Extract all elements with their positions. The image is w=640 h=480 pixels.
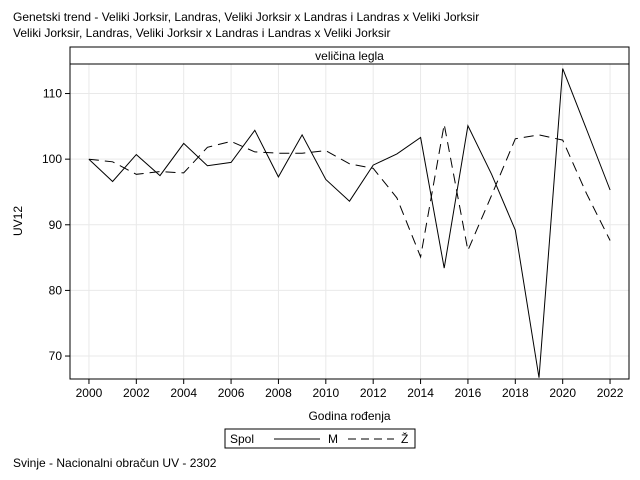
chart-title-line-1: Genetski trend - Veliki Jorksir, Landras… [13,10,480,24]
x-axis-label: Godina rođenja [308,409,390,423]
x-tick-label: 2008 [265,386,292,400]
x-axis: 2000 2002 2004 2006 2008 2010 2012 2014 2016 2018… [76,379,624,400]
panel-header [69,46,630,65]
x-tick-label: 2012 [360,386,387,400]
legend-title: Spol [230,432,254,446]
x-tick-label: 2014 [407,386,434,400]
y-tick-label: 70 [49,349,63,363]
x-tick-label: 2020 [549,386,576,400]
x-tick-label: 2002 [123,386,150,400]
legend-label-z: Ž [401,431,408,446]
y-tick-label: 100 [42,152,62,166]
y-tick-label: 90 [49,218,63,232]
y-tick-label: 110 [43,87,62,101]
legend: Spol M Ž [224,428,416,449]
series-line-z [88,124,611,259]
x-tick-label: 2016 [455,386,482,400]
chart-title-line-2: Veliki Jorksir, Landras, Veliki Jorksir … [13,26,391,40]
plot-frame [69,63,630,380]
legend-label-m: M [328,432,338,446]
panel-label: veličina legla [315,49,384,63]
x-tick-label: 2000 [76,386,103,400]
x-tick-label: 2006 [218,386,245,400]
grid [70,64,629,379]
x-tick-label: 2022 [597,386,624,400]
y-axis: 70 80 90 100 110 [42,87,70,363]
x-tick-label: 2004 [170,386,197,400]
x-tick-label: 2018 [502,386,529,400]
x-tick-label: 2010 [312,386,339,400]
footnote: Svinje - Nacionalni obračun UV - 2302 [13,456,217,470]
series-line-m [88,68,611,378]
y-tick-label: 80 [49,283,63,297]
series-lines [88,68,611,378]
y-axis-label: UV12 [11,206,25,236]
